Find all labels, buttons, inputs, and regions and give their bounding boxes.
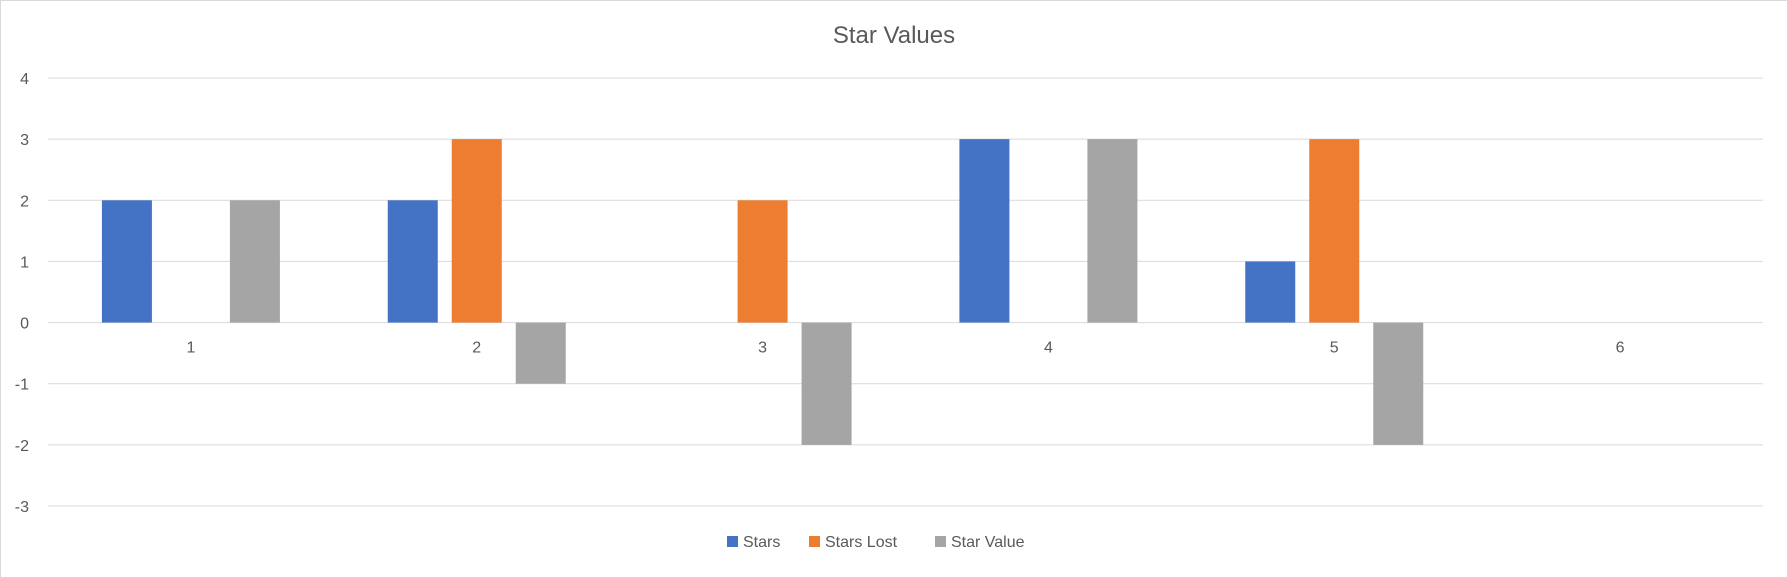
legend-label: Star Value [951, 534, 1025, 551]
y-tick-label: 1 [20, 254, 29, 271]
y-tick-label: 2 [20, 193, 29, 210]
bar-stars-lost [1309, 139, 1360, 323]
bar-stars [387, 200, 438, 323]
x-tick-label: 4 [1044, 340, 1053, 357]
legend-item: Star Value [935, 534, 1025, 551]
bar-stars [101, 200, 152, 323]
y-tick-label: -3 [15, 499, 29, 516]
x-tick-label: 1 [186, 340, 195, 357]
legend-swatch [809, 536, 820, 547]
x-axis-ticks: 1 2 3 4 5 6 [186, 340, 1624, 357]
bar-stars [1245, 261, 1296, 323]
x-tick-label: 2 [472, 340, 481, 357]
bar-star-value [1373, 322, 1424, 445]
x-tick-label: 3 [758, 340, 767, 357]
bars [101, 139, 1424, 445]
legend-item: Stars [727, 534, 780, 551]
gridlines [48, 77, 1763, 507]
legend-item: Stars Lost [809, 534, 898, 551]
y-tick-label: -2 [15, 438, 29, 455]
bar-star-value [229, 200, 280, 323]
bar-star-value [801, 322, 852, 445]
bar-stars [959, 139, 1010, 323]
y-axis-ticks: 4 3 2 1 0 -1 -2 -3 [15, 71, 29, 516]
y-tick-label: 4 [20, 71, 29, 88]
y-tick-label: 0 [20, 316, 29, 333]
x-tick-label: 6 [1616, 340, 1625, 357]
y-tick-label: 3 [20, 132, 29, 149]
bar-star-value [515, 322, 566, 384]
legend-label: Stars Lost [825, 534, 898, 551]
legend-swatch [935, 536, 946, 547]
bar-stars-lost [737, 200, 788, 323]
chart-title: Star Values [833, 22, 955, 49]
bar-stars-lost [451, 139, 502, 323]
x-tick-label: 5 [1330, 340, 1339, 357]
bar-star-value [1087, 139, 1138, 323]
legend-swatch [727, 536, 738, 547]
y-tick-label: -1 [15, 377, 29, 394]
legend: Stars Stars Lost Star Value [727, 534, 1025, 551]
legend-label: Stars [743, 534, 780, 551]
